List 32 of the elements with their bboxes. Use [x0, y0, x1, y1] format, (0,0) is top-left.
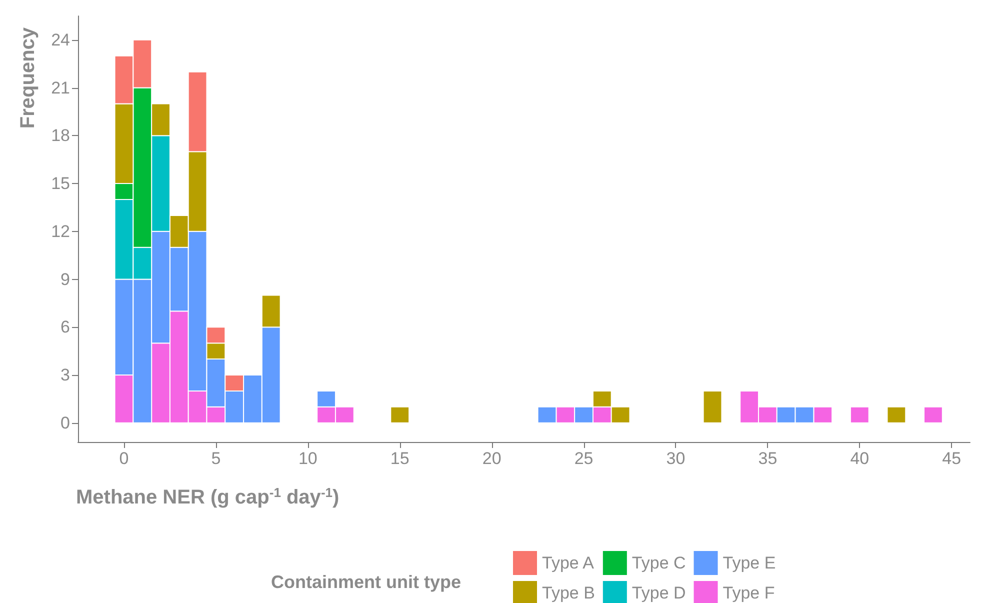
y-tick-label: 21 — [51, 78, 70, 98]
y-tick-label: 9 — [60, 270, 70, 289]
y-tick-label: 12 — [51, 222, 70, 241]
x-tick-label: 30 — [666, 449, 686, 468]
legend-label: Type B — [542, 584, 595, 602]
y-axis-title: Frequency — [17, 26, 39, 129]
x-tick-label: 10 — [298, 449, 318, 468]
bar — [390, 406, 410, 424]
legend-label: Type F — [722, 584, 775, 602]
y-tick-label: 6 — [60, 318, 70, 337]
x-tick-label: 45 — [942, 449, 962, 468]
legend-label: Type E — [722, 554, 776, 572]
x-tick-label: 35 — [758, 449, 778, 468]
bar — [702, 390, 722, 424]
bar — [886, 406, 906, 424]
y-tick-label: 24 — [51, 30, 70, 50]
legend-label: Type A — [542, 554, 595, 572]
y-tick-label: 15 — [51, 174, 70, 194]
x-tick-label: 25 — [574, 449, 594, 468]
legend-label: Type C — [632, 554, 686, 572]
x-tick-label: 20 — [482, 449, 502, 468]
legend-title: Containment unit type — [271, 572, 461, 592]
bar — [924, 406, 943, 424]
legend-label: Type D — [632, 584, 686, 602]
y-tick-label: 18 — [51, 126, 70, 146]
x-tick-label: 5 — [211, 449, 221, 468]
x-tick-label: 0 — [119, 449, 129, 468]
x-tick-label: 15 — [390, 449, 410, 468]
y-tick-label: 0 — [60, 413, 70, 432]
x-tick-label: 40 — [850, 449, 870, 468]
bar — [850, 406, 870, 424]
y-tick-label: 3 — [60, 365, 70, 384]
